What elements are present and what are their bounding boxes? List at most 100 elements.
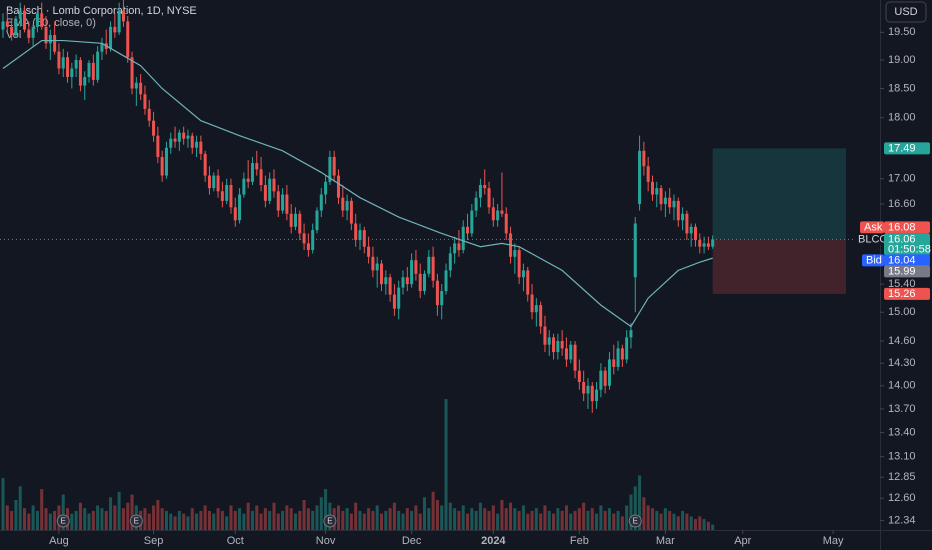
volume-bar bbox=[61, 494, 65, 530]
volume-bar bbox=[74, 510, 78, 530]
candle-body bbox=[577, 370, 581, 383]
candle-body bbox=[418, 273, 422, 292]
volume-bar bbox=[534, 508, 538, 530]
candle-body bbox=[388, 277, 392, 295]
candle-body bbox=[440, 291, 444, 306]
y-tick-label: 13.40 bbox=[888, 426, 916, 438]
volume-bar bbox=[607, 508, 611, 530]
volume-bar bbox=[177, 510, 181, 530]
volume-bar bbox=[238, 508, 242, 530]
candle-body bbox=[272, 178, 276, 192]
volume-bar bbox=[483, 508, 487, 530]
currency-button[interactable] bbox=[885, 1, 927, 23]
volume-bar bbox=[195, 513, 199, 530]
candle-body bbox=[659, 188, 663, 205]
candle-body bbox=[539, 305, 543, 327]
x-tick-label: May bbox=[823, 535, 844, 547]
volume-bar bbox=[577, 508, 581, 530]
volume-bar bbox=[440, 505, 444, 530]
volume-bar bbox=[143, 508, 147, 530]
candle-body bbox=[633, 223, 637, 278]
volume-bar bbox=[27, 513, 31, 530]
x-tick-label: Feb bbox=[570, 535, 589, 547]
volume-bar bbox=[285, 505, 289, 530]
candle-body bbox=[285, 194, 289, 214]
volume-bar bbox=[220, 510, 224, 530]
volume-bar bbox=[70, 513, 74, 530]
volume-bar bbox=[496, 513, 500, 530]
target-label-bg bbox=[884, 142, 930, 155]
volume-bar bbox=[470, 508, 474, 530]
volume-bar bbox=[410, 510, 414, 530]
volume-bar bbox=[104, 510, 108, 530]
candle-body bbox=[74, 60, 78, 69]
ema-line bbox=[2, 39, 713, 328]
candle-body bbox=[397, 287, 401, 309]
volume-bar bbox=[702, 519, 706, 530]
volume-bar bbox=[586, 510, 590, 530]
volume-bar bbox=[448, 502, 452, 530]
candle-body bbox=[139, 82, 143, 95]
candle-body bbox=[668, 197, 672, 208]
candle-body bbox=[345, 200, 349, 211]
candle-body bbox=[87, 62, 91, 78]
candle-body bbox=[53, 35, 57, 52]
volume-bar bbox=[23, 508, 27, 530]
volume-bar bbox=[487, 510, 491, 530]
candle-body bbox=[220, 191, 224, 201]
candle-body bbox=[367, 246, 371, 257]
volume-bar bbox=[5, 505, 9, 530]
volume-bar bbox=[126, 502, 130, 530]
volume-bar bbox=[358, 510, 362, 530]
volume-bar bbox=[302, 500, 306, 530]
volume-bar bbox=[341, 510, 345, 530]
ask-name-bg bbox=[860, 221, 884, 234]
volume-bar bbox=[164, 510, 168, 530]
volume-bar bbox=[633, 486, 637, 530]
candle-body bbox=[57, 51, 61, 69]
candle-body bbox=[470, 210, 474, 234]
y-tick-label: 17.00 bbox=[888, 173, 916, 185]
volume-bar bbox=[392, 502, 396, 530]
candle-body bbox=[423, 273, 427, 292]
countdown: 01:50:58 bbox=[888, 243, 931, 255]
y-tick-label: 13.70 bbox=[888, 403, 916, 415]
candle-body bbox=[109, 26, 113, 49]
y-tick-label: 13.10 bbox=[888, 451, 916, 463]
volume-bar bbox=[418, 513, 422, 530]
volume-bar bbox=[685, 513, 689, 530]
volume-bar bbox=[569, 513, 573, 530]
volume-bar bbox=[375, 505, 379, 530]
candle-body bbox=[560, 341, 564, 349]
candle-body bbox=[61, 57, 65, 69]
candle-body bbox=[573, 344, 577, 371]
candle-body bbox=[461, 226, 465, 251]
candle-body bbox=[160, 156, 164, 176]
volume-bar bbox=[96, 505, 100, 530]
volume-bar bbox=[14, 500, 18, 530]
volume-bar bbox=[18, 486, 22, 530]
volume-bar bbox=[552, 513, 556, 530]
volume-bar bbox=[336, 505, 340, 530]
currency-label[interactable]: USD bbox=[894, 6, 917, 18]
ask-price-bg bbox=[884, 221, 930, 234]
candle-body bbox=[212, 175, 216, 189]
candle-body bbox=[302, 233, 306, 244]
x-tick-label: Apr bbox=[734, 535, 751, 547]
y-tick-label: 19.00 bbox=[888, 54, 916, 66]
volume-bar bbox=[711, 524, 715, 530]
volume-bar bbox=[246, 502, 250, 530]
candle-body bbox=[380, 263, 384, 285]
stop-zone bbox=[712, 239, 847, 294]
volume-bar bbox=[380, 513, 384, 530]
volume-bar bbox=[152, 505, 156, 530]
x-tick-label: Sep bbox=[144, 535, 164, 547]
volume-bar bbox=[109, 497, 113, 530]
volume-bar bbox=[620, 516, 624, 530]
stop-label-bg bbox=[884, 287, 930, 300]
volume-bar bbox=[599, 505, 603, 530]
candle-body bbox=[186, 135, 190, 139]
candle-body bbox=[517, 250, 521, 278]
